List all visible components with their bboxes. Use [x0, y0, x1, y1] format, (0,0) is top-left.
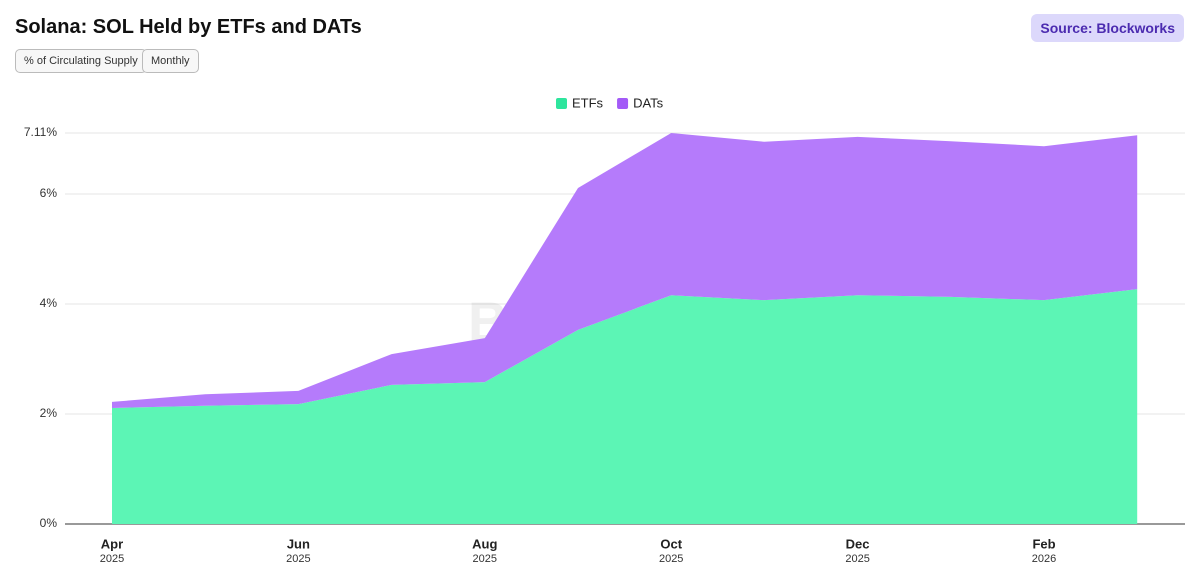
y-tick-label: 4%	[40, 296, 58, 310]
area	[112, 289, 1138, 524]
legend-swatch	[556, 98, 567, 109]
y-tick-label: 6%	[40, 186, 58, 200]
x-tick-label: Apr	[101, 536, 123, 551]
x-tick-label: Aug	[472, 536, 497, 551]
x-tick-year: 2025	[100, 553, 124, 565]
chart-title: Solana: SOL Held by ETFs and DATs	[15, 16, 362, 38]
source-badge[interactable]: Source: Blockworks	[1031, 14, 1184, 42]
legend-item[interactable]: ETFs	[556, 95, 604, 110]
x-tick-label: Feb	[1032, 536, 1055, 551]
area	[112, 133, 1138, 408]
interval-button[interactable]: Monthly	[142, 49, 199, 73]
legend-item[interactable]: DATs	[617, 95, 664, 110]
x-tick-label: Oct	[660, 536, 682, 551]
x-tick-year: 2025	[286, 553, 310, 565]
legend-label: ETFs	[572, 95, 604, 110]
y-tick-label: 0%	[40, 516, 58, 530]
y-tick-label: 7.11%	[24, 125, 57, 139]
x-tick-year: 2026	[1032, 553, 1056, 565]
x-tick-year: 2025	[473, 553, 497, 565]
legend-swatch	[617, 98, 629, 109]
y-tick-label: 2%	[40, 406, 58, 420]
x-tick-year: 2025	[845, 553, 869, 565]
x-tick-year: 2025	[659, 553, 683, 565]
x-tick-label: Jun	[287, 536, 310, 551]
legend-label: DATs	[633, 95, 664, 110]
x-tick-label: Dec	[846, 536, 870, 551]
